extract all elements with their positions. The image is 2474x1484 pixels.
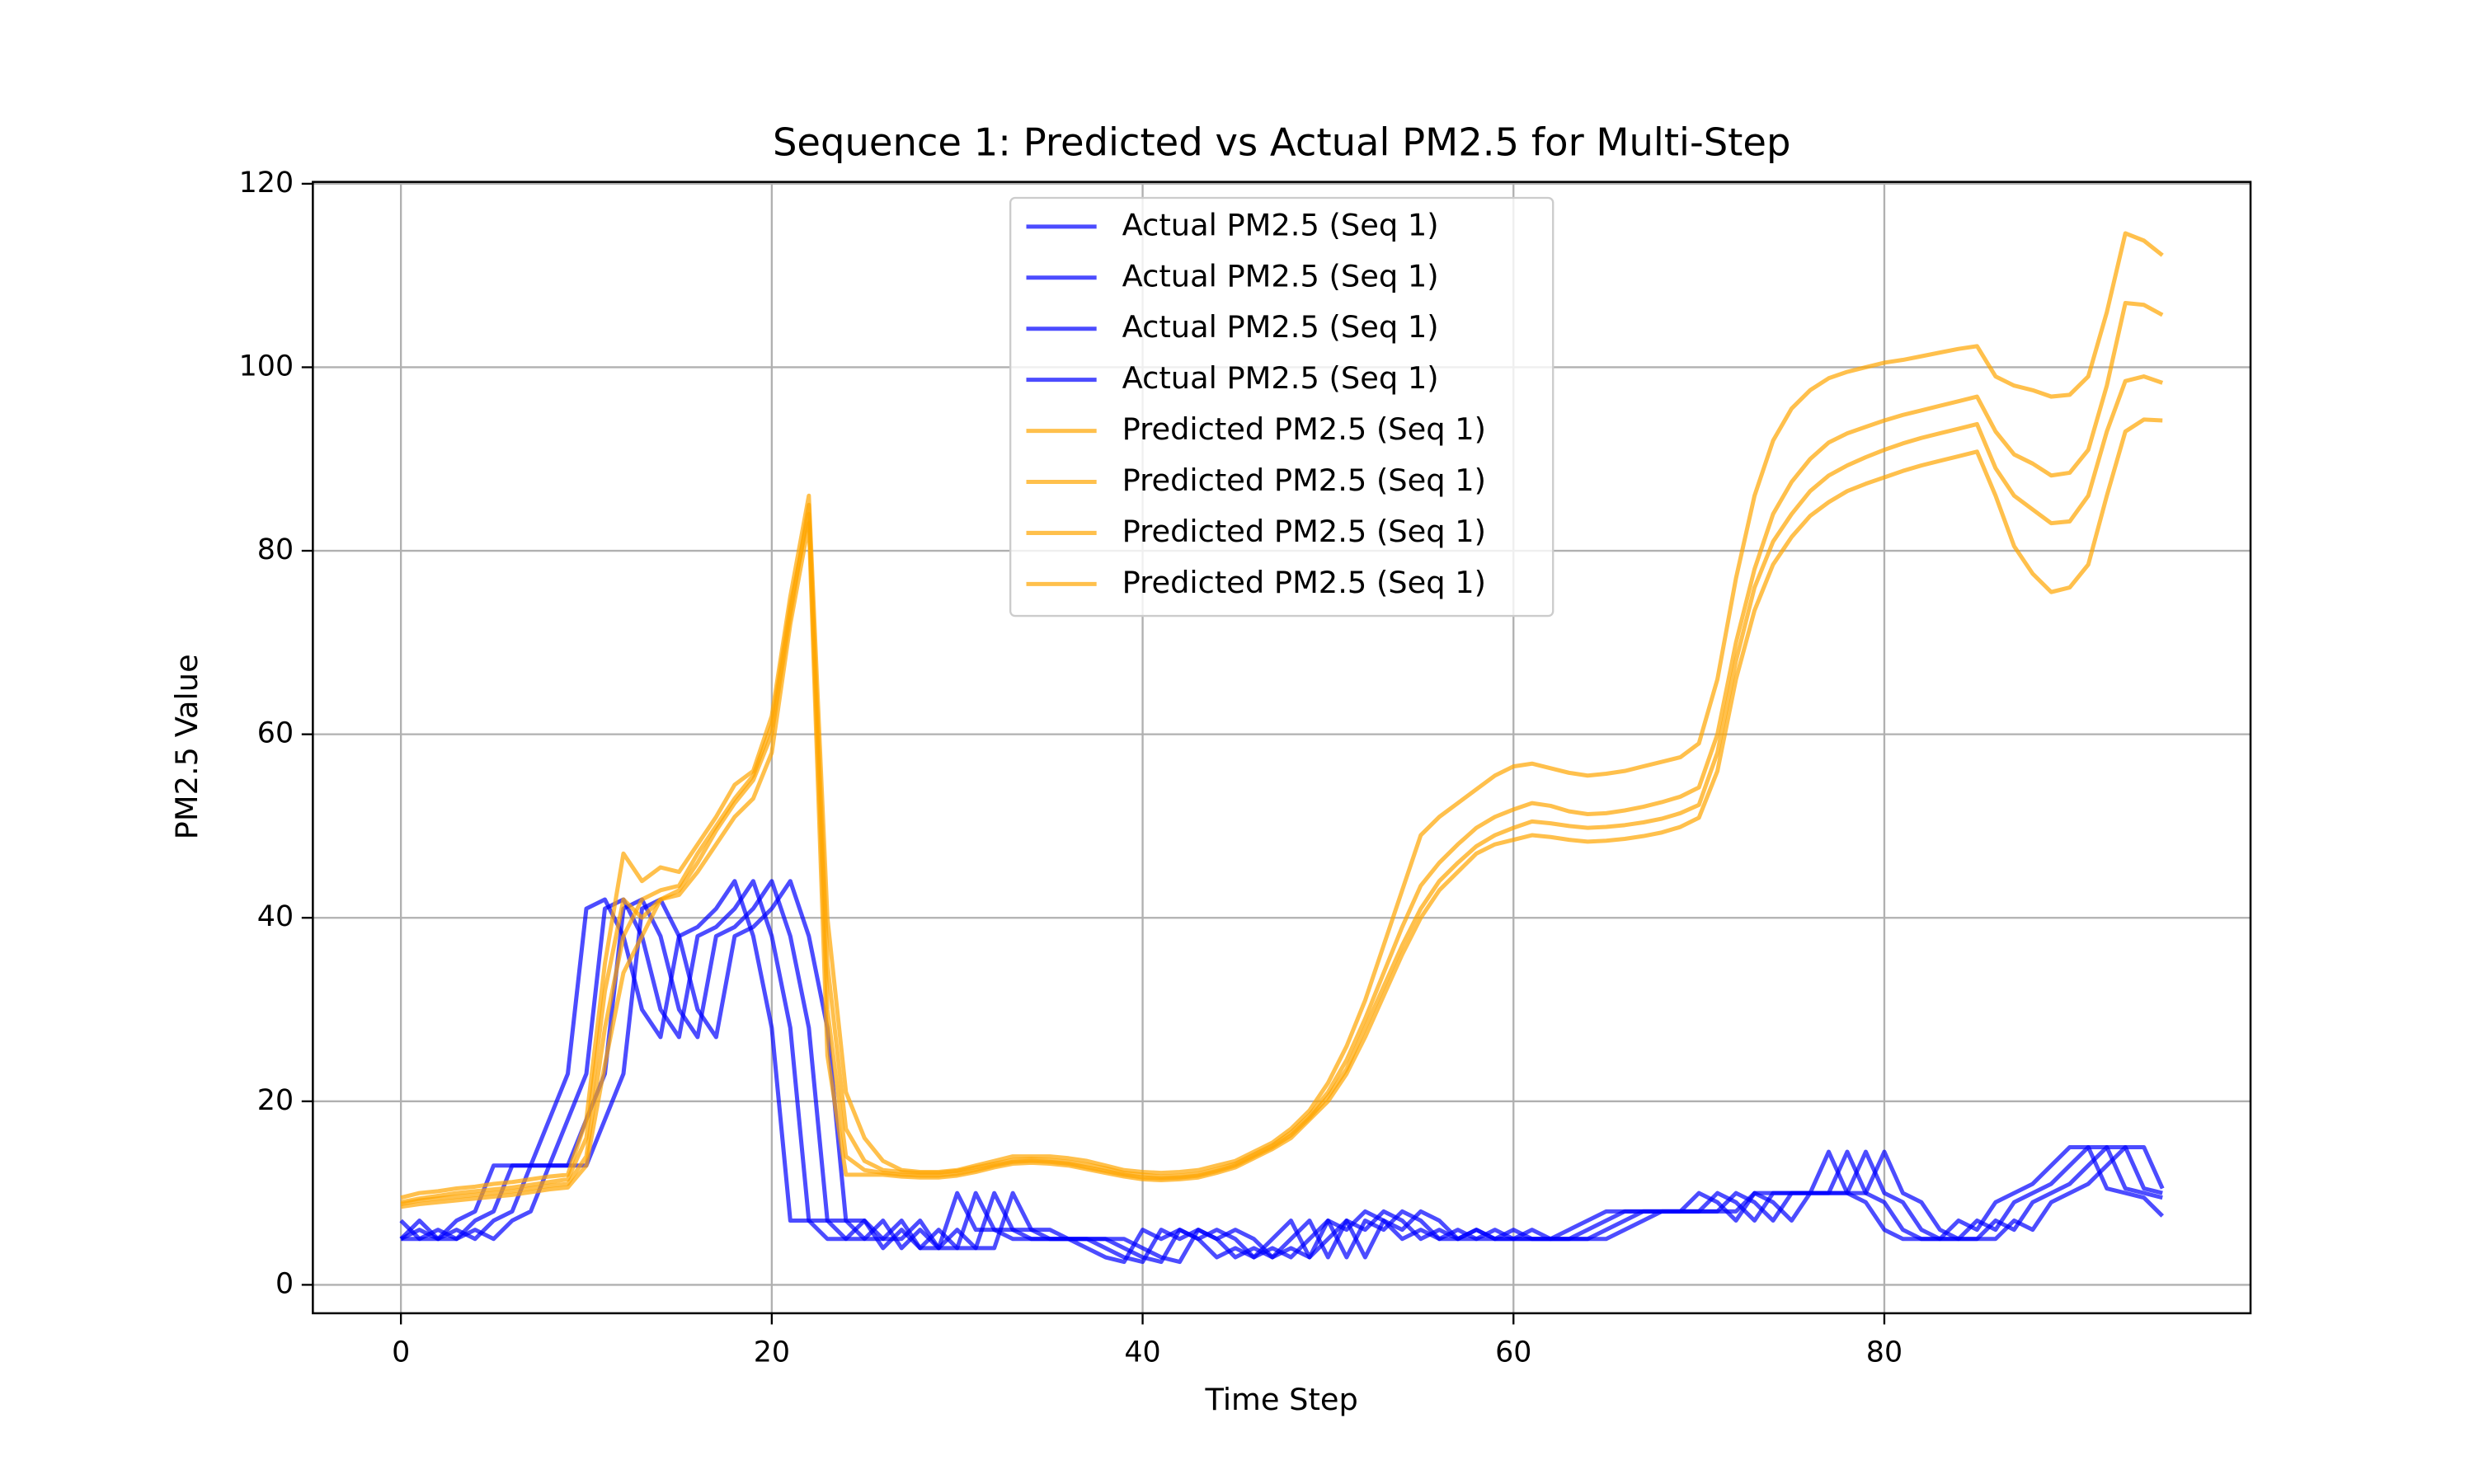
x-tick-label: 40 <box>1124 1336 1160 1369</box>
x-axis-label: Time Step <box>1205 1382 1358 1417</box>
y-tick-label: 80 <box>257 533 294 566</box>
x-tick-label: 60 <box>1495 1336 1531 1369</box>
x-tick-label: 80 <box>1866 1336 1903 1369</box>
legend-box <box>1009 196 1554 618</box>
x-tick-label: 20 <box>754 1336 790 1369</box>
y-tick-label: 40 <box>257 900 294 933</box>
legend-label: Predicted PM2.5 (Seq 1) <box>1122 514 1486 549</box>
legend-label: Predicted PM2.5 (Seq 1) <box>1122 463 1486 498</box>
series-line <box>399 879 2163 1265</box>
series-line <box>400 417 2163 1209</box>
y-tick-label: 100 <box>239 350 294 383</box>
series-line <box>401 879 2163 1265</box>
legend-label: Predicted PM2.5 (Seq 1) <box>1122 565 1486 600</box>
y-axis-label: PM2.5 Value <box>169 654 205 839</box>
series-line <box>400 231 2164 1200</box>
y-tick-label: 60 <box>257 717 294 750</box>
plot-frame <box>312 181 2252 1315</box>
legend-label: Actual PM2.5 (Seq 1) <box>1122 309 1439 345</box>
legend-label: Actual PM2.5 (Seq 1) <box>1122 360 1439 396</box>
chart-title: Sequence 1: Predicted vs Actual PM2.5 fo… <box>773 120 1791 165</box>
legend-label: Actual PM2.5 (Seq 1) <box>1122 258 1439 294</box>
series-line <box>400 879 2165 1265</box>
legend-label: Actual PM2.5 (Seq 1) <box>1122 207 1439 242</box>
y-tick-label: 0 <box>275 1267 294 1300</box>
x-tick-label: 0 <box>392 1336 410 1369</box>
y-tick-label: 120 <box>239 167 294 200</box>
legend-label: Predicted PM2.5 (Seq 1) <box>1122 411 1486 447</box>
y-tick-label: 20 <box>257 1084 294 1117</box>
